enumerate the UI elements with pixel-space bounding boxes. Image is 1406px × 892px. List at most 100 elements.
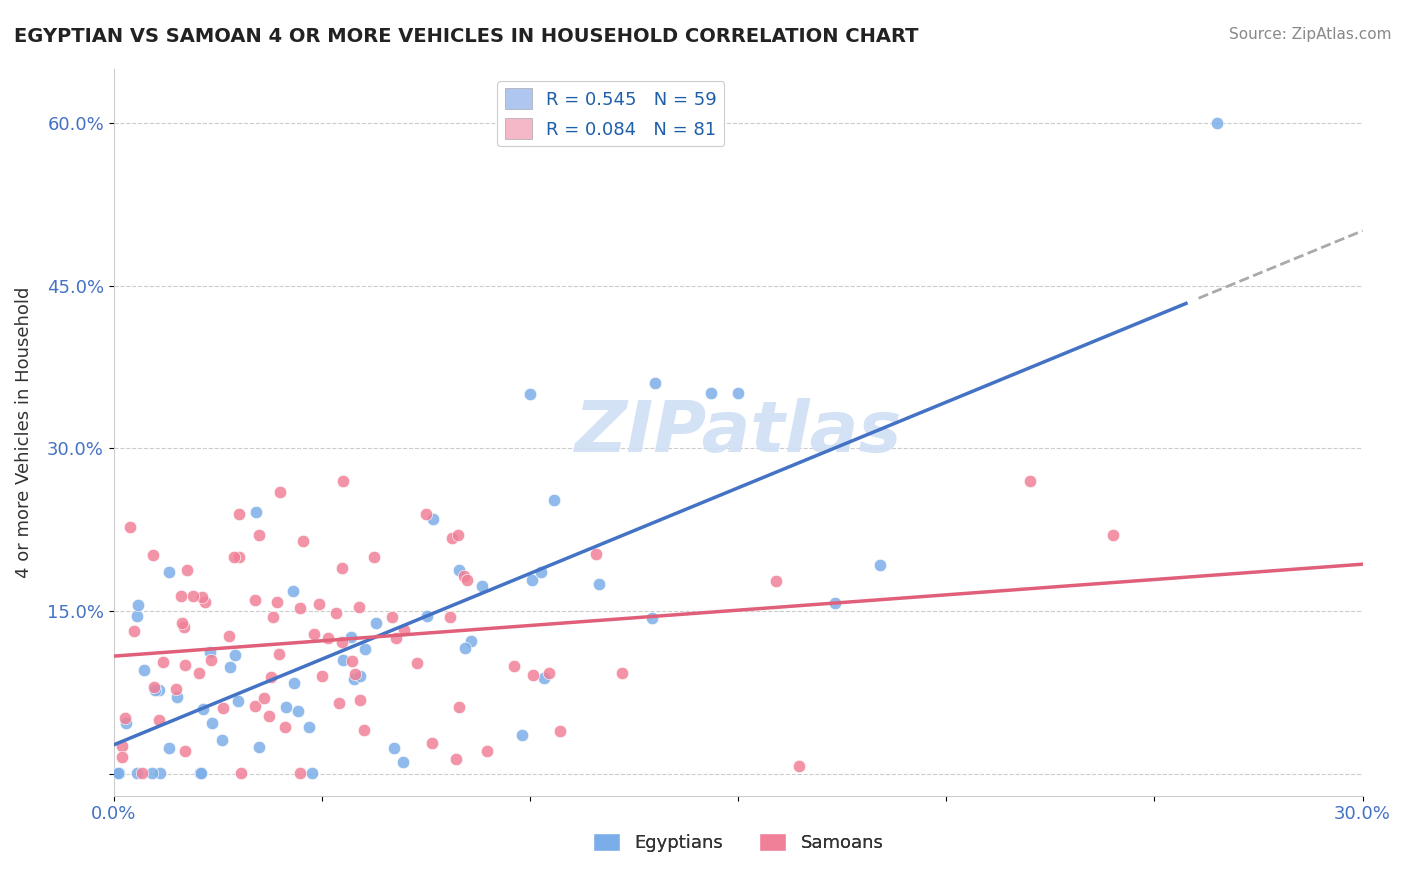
Point <box>114 716 136 731</box>
Point <box>644 376 666 391</box>
Point <box>339 630 361 644</box>
Point <box>382 741 405 756</box>
Point <box>1018 474 1040 488</box>
Point <box>522 668 544 682</box>
Point <box>588 576 610 591</box>
Point <box>384 632 406 646</box>
Point <box>530 565 553 579</box>
Point <box>249 528 271 542</box>
Text: ZIPatlas: ZIPatlas <box>575 398 901 467</box>
Point <box>447 528 470 542</box>
Point <box>349 669 371 683</box>
Point <box>343 666 366 681</box>
Point <box>152 656 174 670</box>
Point <box>127 598 149 612</box>
Point <box>157 565 180 579</box>
Point <box>765 574 787 589</box>
Point <box>132 664 155 678</box>
Point <box>201 715 224 730</box>
Point <box>148 713 170 727</box>
Point <box>174 658 197 673</box>
Point <box>422 511 444 525</box>
Point <box>290 766 312 780</box>
Point <box>111 739 134 753</box>
Point <box>122 624 145 638</box>
Point <box>166 690 188 704</box>
Point <box>267 647 290 661</box>
Point <box>440 531 463 545</box>
Point <box>291 533 314 548</box>
Point <box>366 616 388 631</box>
Point <box>269 484 291 499</box>
Point <box>148 682 170 697</box>
Point <box>290 601 312 615</box>
Point <box>392 623 415 637</box>
Point <box>200 653 222 667</box>
Point <box>190 590 212 604</box>
Point <box>224 648 246 663</box>
Point <box>131 766 153 780</box>
Legend: Egyptians, Samoans: Egyptians, Samoans <box>585 826 891 860</box>
Point <box>349 693 371 707</box>
Point <box>420 736 443 750</box>
Point <box>191 702 214 716</box>
Point <box>471 579 494 593</box>
Point <box>298 720 321 734</box>
Point <box>610 666 633 681</box>
Text: Source: ZipAtlas.com: Source: ZipAtlas.com <box>1229 27 1392 42</box>
Point <box>328 696 350 710</box>
Point <box>260 670 283 684</box>
Point <box>190 766 212 780</box>
Point <box>187 665 209 680</box>
Point <box>415 507 437 521</box>
Point <box>157 740 180 755</box>
Point <box>274 700 297 714</box>
Point <box>229 766 252 780</box>
Point <box>181 589 204 603</box>
Point <box>118 520 141 534</box>
Point <box>262 610 284 624</box>
Point <box>287 704 309 718</box>
Point <box>391 755 413 769</box>
Point <box>308 597 330 611</box>
Point <box>475 744 498 758</box>
Point <box>1101 528 1123 542</box>
Point <box>824 596 846 610</box>
Point <box>1205 116 1227 130</box>
Y-axis label: 4 or more Vehicles in Household: 4 or more Vehicles in Household <box>15 286 32 578</box>
Point <box>353 642 375 657</box>
Point <box>245 698 267 713</box>
Point <box>222 550 245 565</box>
Point <box>727 385 749 400</box>
Point <box>869 558 891 572</box>
Point <box>176 563 198 577</box>
Point <box>533 671 555 685</box>
Point <box>114 711 136 725</box>
Point <box>311 669 333 683</box>
Point <box>149 766 172 780</box>
Point <box>520 573 543 587</box>
Point <box>301 766 323 780</box>
Point <box>519 387 541 401</box>
Point <box>188 766 211 780</box>
Point <box>108 766 131 780</box>
Text: EGYPTIAN VS SAMOAN 4 OR MORE VEHICLES IN HOUSEHOLD CORRELATION CHART: EGYPTIAN VS SAMOAN 4 OR MORE VEHICLES IN… <box>14 27 918 45</box>
Point <box>444 751 467 765</box>
Point <box>274 720 297 734</box>
Point <box>332 653 354 667</box>
Point <box>453 569 475 583</box>
Point <box>281 584 304 599</box>
Point <box>406 657 429 671</box>
Point <box>325 606 347 620</box>
Point <box>381 610 404 624</box>
Point <box>111 750 134 764</box>
Point <box>165 681 187 696</box>
Point <box>460 634 482 648</box>
Point <box>143 682 166 697</box>
Point <box>212 700 235 714</box>
Point <box>253 690 276 705</box>
Point <box>439 610 461 624</box>
Point <box>243 592 266 607</box>
Point <box>456 574 478 588</box>
Point <box>340 654 363 668</box>
